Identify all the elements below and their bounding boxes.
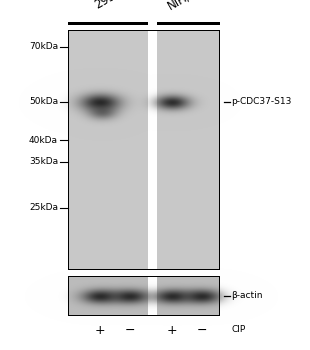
Text: β-actin: β-actin xyxy=(231,292,263,301)
Text: 25kDa: 25kDa xyxy=(29,203,58,212)
Text: 70kDa: 70kDa xyxy=(29,42,58,51)
Text: 293T: 293T xyxy=(92,0,124,12)
Text: 40kDa: 40kDa xyxy=(29,136,58,145)
Text: +: + xyxy=(95,323,105,336)
Text: 50kDa: 50kDa xyxy=(29,98,58,106)
Text: +: + xyxy=(167,323,177,336)
Text: CIP: CIP xyxy=(231,326,245,335)
Text: p-CDC37-S13: p-CDC37-S13 xyxy=(231,98,291,106)
Text: −: − xyxy=(125,323,135,336)
Text: −: − xyxy=(197,323,207,336)
Text: NIH/3T3: NIH/3T3 xyxy=(165,0,212,12)
Text: 35kDa: 35kDa xyxy=(29,158,58,167)
